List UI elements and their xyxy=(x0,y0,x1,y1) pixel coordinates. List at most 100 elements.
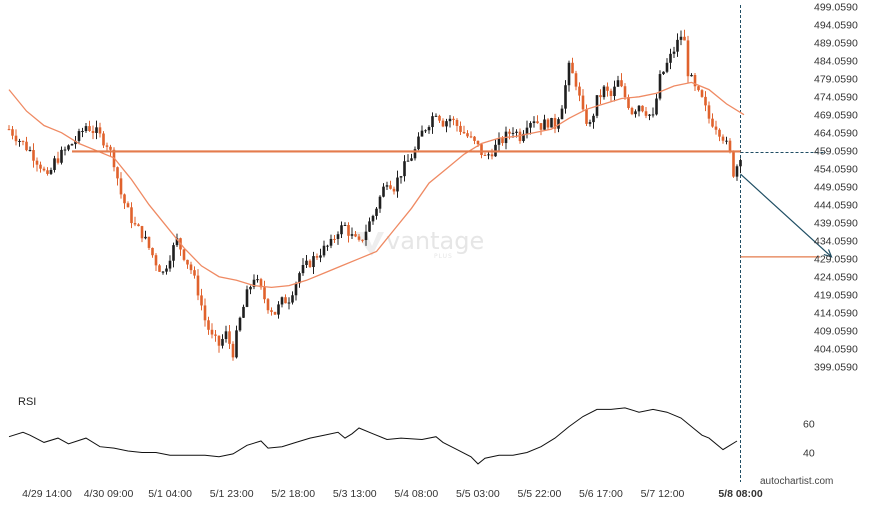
y-tick-label: 469.0590 xyxy=(814,110,858,122)
candle-body xyxy=(67,145,70,150)
candle-body xyxy=(665,62,669,72)
candle-body xyxy=(25,141,28,151)
candle-body xyxy=(501,138,504,144)
candle-body xyxy=(641,105,644,112)
candle-body xyxy=(728,140,732,152)
candle-body xyxy=(483,155,487,157)
candle-body xyxy=(308,260,312,268)
candle-body xyxy=(438,115,441,121)
y-tick-label: 489.0590 xyxy=(814,38,858,50)
candle-body xyxy=(298,273,301,284)
candle-body xyxy=(567,62,571,86)
candle-body xyxy=(70,144,74,146)
candle-body xyxy=(725,140,728,142)
rsi-tick-label: 40 xyxy=(803,447,815,459)
y-tick-label: 414.0590 xyxy=(814,307,858,319)
candle-body xyxy=(217,335,221,346)
candle-body xyxy=(210,329,214,335)
candle-body xyxy=(280,297,284,305)
candle-body xyxy=(739,160,742,167)
candle-body xyxy=(396,177,399,192)
y-tick-label: 409.0590 xyxy=(814,325,858,337)
candle-body xyxy=(252,279,256,287)
candle-body xyxy=(378,196,382,209)
candle-body xyxy=(634,111,637,115)
candle-body xyxy=(525,127,529,134)
candle-body xyxy=(487,154,490,156)
candle-body xyxy=(144,236,147,239)
y-tick-label: 454.0590 xyxy=(814,163,858,175)
candle-body xyxy=(361,239,364,241)
candle-body xyxy=(623,86,627,98)
candle-body xyxy=(620,80,623,87)
candle-body xyxy=(284,297,287,304)
x-tick-label: 4/30 09:00 xyxy=(84,488,134,500)
candle-body xyxy=(28,150,32,152)
candle-body xyxy=(707,105,711,119)
candle-body xyxy=(200,295,203,306)
candle-body xyxy=(39,164,42,169)
candle-body xyxy=(564,85,567,109)
rsi-plot: RSI 60 40 xyxy=(8,396,815,465)
x-tick-label: 5/5 03:00 xyxy=(456,488,500,500)
candle-body xyxy=(46,170,49,174)
x-tick-label: 5/2 18:00 xyxy=(271,488,315,500)
candle-body xyxy=(207,320,210,330)
y-tick-label: 419.0590 xyxy=(814,289,858,301)
candle-body xyxy=(382,186,385,197)
moving-average-line xyxy=(8,81,745,289)
y-tick-label: 424.0590 xyxy=(814,271,858,283)
candle-body xyxy=(553,117,557,129)
candle-body xyxy=(333,238,336,240)
candle-body xyxy=(270,310,273,312)
candle-body xyxy=(130,207,133,224)
candle-body xyxy=(77,131,81,141)
candle-body xyxy=(158,265,161,272)
candle-body xyxy=(368,221,371,232)
candle-body xyxy=(375,208,378,216)
candle-body xyxy=(81,130,84,132)
candle-body xyxy=(714,126,718,130)
candle-body xyxy=(511,132,515,134)
candle-body xyxy=(322,245,326,256)
candle-body xyxy=(574,73,578,87)
candle-body xyxy=(693,74,697,87)
candle-body xyxy=(669,53,672,63)
candle-body xyxy=(175,238,179,246)
candle-body xyxy=(588,122,592,124)
candle-body xyxy=(637,105,641,112)
candle-body xyxy=(578,86,581,96)
candle-body xyxy=(529,123,532,128)
candle-body xyxy=(235,330,238,358)
candle-body xyxy=(683,36,686,41)
candle-body xyxy=(466,133,469,137)
candle-body xyxy=(364,231,368,241)
x-tick-label: 5/8 08:00 xyxy=(718,488,763,500)
candle-body xyxy=(105,145,109,147)
candle-body xyxy=(721,136,725,141)
candle-body xyxy=(357,236,361,240)
candle-body xyxy=(140,226,144,239)
candle-body xyxy=(515,131,518,133)
candle-body xyxy=(711,118,714,127)
y-tick-label: 439.0590 xyxy=(814,217,858,229)
candle-body xyxy=(480,144,483,156)
candle-body xyxy=(427,127,431,131)
x-tick-label: 5/7 12:00 xyxy=(641,488,685,500)
candle-body xyxy=(410,158,413,161)
forecast-arrow-head xyxy=(823,249,833,258)
candle-body xyxy=(676,39,679,52)
candle-body xyxy=(126,203,130,208)
candle-body xyxy=(424,130,427,132)
candle-body xyxy=(543,119,546,130)
candle-body xyxy=(336,234,340,239)
candle-body xyxy=(557,119,560,129)
candle-body xyxy=(42,168,46,171)
candle-body xyxy=(60,149,63,163)
candle-body xyxy=(137,224,140,227)
candle-body xyxy=(340,225,343,235)
candle-body xyxy=(102,133,105,146)
candle-body xyxy=(403,161,406,177)
candle-body xyxy=(7,129,11,131)
